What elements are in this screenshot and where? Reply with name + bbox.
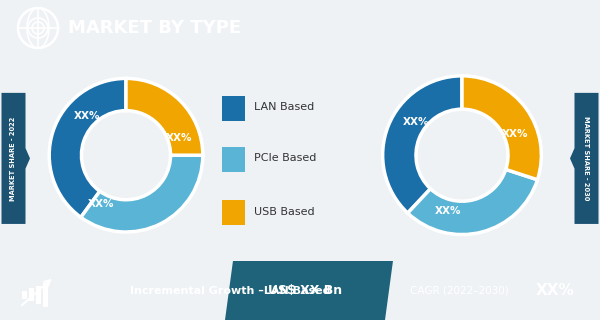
Polygon shape [225,261,393,320]
Bar [222,200,245,225]
Text: XX%: XX% [166,133,192,143]
Wedge shape [81,155,203,232]
Text: XX%: XX% [74,111,100,121]
Bar [22,291,27,299]
Text: PCIe Based: PCIe Based [254,153,316,164]
Wedge shape [462,76,541,180]
Text: XX%: XX% [536,284,574,299]
Text: US$ XX Bn: US$ XX Bn [268,284,342,297]
Text: XX%: XX% [434,205,461,216]
Wedge shape [407,169,538,235]
Polygon shape [570,93,599,224]
Text: XX%: XX% [403,116,429,127]
Text: MARKET SHARE - 2022: MARKET SHARE - 2022 [10,116,17,201]
Bar [29,288,34,301]
Polygon shape [1,93,30,224]
Text: USB Based: USB Based [254,207,314,217]
Wedge shape [126,78,203,155]
Bar [222,147,245,172]
Text: MARKET BY TYPE: MARKET BY TYPE [68,19,241,37]
Bar [222,96,245,121]
Text: MARKET SHARE - 2030: MARKET SHARE - 2030 [583,116,589,201]
Text: Incremental Growth –LAN Based: Incremental Growth –LAN Based [130,286,331,296]
Bar [36,286,41,304]
Text: LAN Based: LAN Based [254,102,314,112]
Text: XX%: XX% [88,199,114,210]
Text: CAGR (2022–2030): CAGR (2022–2030) [410,286,509,296]
Bar [43,283,48,307]
Text: XX%: XX% [502,129,529,139]
Wedge shape [383,76,462,213]
Wedge shape [49,78,126,217]
